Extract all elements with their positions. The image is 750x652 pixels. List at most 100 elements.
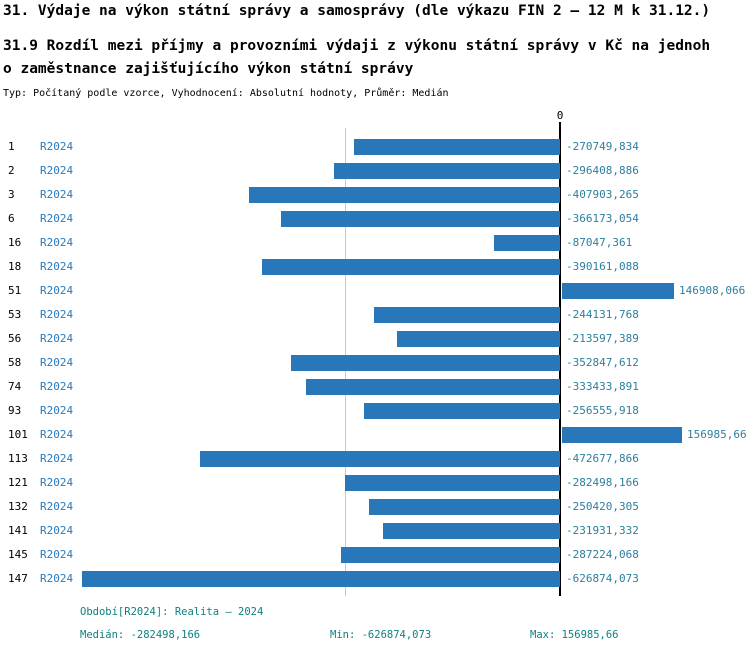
row-category-label: 132 [8,500,28,513]
bar-value-label: -282498,166 [566,476,639,489]
row-series-label[interactable]: R2024 [40,500,74,513]
chart-row: 93 R2024 -256555,918 [0,399,750,423]
value-bar [345,475,560,491]
bar-value-label: -256555,918 [566,404,639,417]
value-bar [249,187,560,203]
row-category-label: 113 [8,452,28,465]
row-series-label[interactable]: R2024 [40,428,74,441]
bar-value-label: 146908,066 [679,284,746,297]
value-bar [291,355,560,371]
row-category-label: 3 [8,188,15,201]
indicator-meta: Typ: Počítaný podle vzorce, Vyhodnocení:… [3,88,449,99]
value-bar [200,451,560,467]
row-category-label: 141 [8,524,28,537]
chart-row: 53 R2024 -244131,768 [0,303,750,327]
bar-value-label: -626874,073 [566,572,639,585]
chart-row: 147 R2024 -626874,073 [0,567,750,591]
row-series-label[interactable]: R2024 [40,284,74,297]
row-series-label[interactable]: R2024 [40,452,74,465]
bar-value-label: -352847,612 [566,356,639,369]
bar-value-label: -296408,886 [566,164,639,177]
bar-value-label: -472677,866 [566,452,639,465]
row-series-label[interactable]: R2024 [40,308,74,321]
row-category-label: 147 [8,572,28,585]
row-series-label[interactable]: R2024 [40,332,74,345]
chart-row: 113 R2024 -472677,866 [0,447,750,471]
value-bar [562,427,682,443]
row-series-label[interactable]: R2024 [40,164,74,177]
chart-row: 101 R2024 156985,66 [0,423,750,447]
value-bar [334,163,560,179]
indicator-title-line2: o zaměstnance zajišťujícího výkon státní… [3,61,414,77]
value-bar [364,403,560,419]
row-series-label[interactable]: R2024 [40,404,74,417]
row-series-label[interactable]: R2024 [40,140,74,153]
footer-min: Min: -626874,073 [330,629,432,641]
row-series-label[interactable]: R2024 [40,476,74,489]
value-bar [262,259,560,275]
bar-value-label: -287224,068 [566,548,639,561]
bar-value-label: -250420,305 [566,500,639,513]
bar-value-label: -366173,054 [566,212,639,225]
bar-value-label: -333433,891 [566,380,639,393]
row-category-label: 51 [8,284,22,297]
chart-row: 51 R2024 146908,066 [0,279,750,303]
value-bar [354,139,560,155]
row-series-label[interactable]: R2024 [40,236,74,249]
chart-row: 141 R2024 -231931,332 [0,519,750,543]
row-series-label[interactable]: R2024 [40,356,74,369]
footer-period: Období[R2024]: Realita – 2024 [80,606,264,618]
bar-value-label: -231931,332 [566,524,639,537]
chart-row: 74 R2024 -333433,891 [0,375,750,399]
chart-row: 56 R2024 -213597,389 [0,327,750,351]
value-bar [383,523,560,539]
bar-value-label: 156985,66 [687,428,747,441]
row-category-label: 121 [8,476,28,489]
chart-row: 132 R2024 -250420,305 [0,495,750,519]
row-category-label: 1 [8,140,15,153]
row-category-label: 53 [8,308,22,321]
report-title: 31. Výdaje na výkon státní správy a samo… [3,3,711,19]
chart-row: 18 R2024 -390161,088 [0,255,750,279]
row-category-label: 93 [8,404,22,417]
row-category-label: 2 [8,164,15,177]
bar-value-label: -390161,088 [566,260,639,273]
value-bar [374,307,560,323]
bar-value-label: -244131,768 [566,308,639,321]
chart-row: 121 R2024 -282498,166 [0,471,750,495]
row-series-label[interactable]: R2024 [40,260,74,273]
row-category-label: 145 [8,548,28,561]
value-bar [494,235,560,251]
indicator-title-line1: 31.9 Rozdíl mezi příjmy a provozními výd… [3,38,711,54]
value-bar [341,547,560,563]
chart-row: 145 R2024 -287224,068 [0,543,750,567]
zero-axis-line [559,122,561,596]
value-bar [306,379,560,395]
row-series-label[interactable]: R2024 [40,212,74,225]
chart-row: 2 R2024 -296408,886 [0,159,750,183]
chart-row: 58 R2024 -352847,612 [0,351,750,375]
bar-value-label: -87047,361 [566,236,633,249]
row-category-label: 18 [8,260,22,273]
row-category-label: 56 [8,332,22,345]
chart-row: 1 R2024 -270749,834 [0,135,750,159]
footer-max: Max: 156985,66 [530,629,619,641]
footer-median: Medián: -282498,166 [80,629,201,641]
value-bar [82,571,560,587]
chart-row: 6 R2024 -366173,054 [0,207,750,231]
chart-row: 16 R2024 -87047,361 [0,231,750,255]
row-series-label[interactable]: R2024 [40,380,74,393]
row-series-label[interactable]: R2024 [40,548,74,561]
row-category-label: 74 [8,380,22,393]
bar-value-label: -213597,389 [566,332,639,345]
row-series-label[interactable]: R2024 [40,572,74,585]
row-series-label[interactable]: R2024 [40,524,74,537]
row-series-label[interactable]: R2024 [40,188,74,201]
bar-value-label: -407903,265 [566,188,639,201]
zero-axis-label: 0 [556,109,564,122]
value-bar [369,499,560,515]
value-bar [397,331,560,347]
row-category-label: 58 [8,356,22,369]
value-bar [281,211,560,227]
